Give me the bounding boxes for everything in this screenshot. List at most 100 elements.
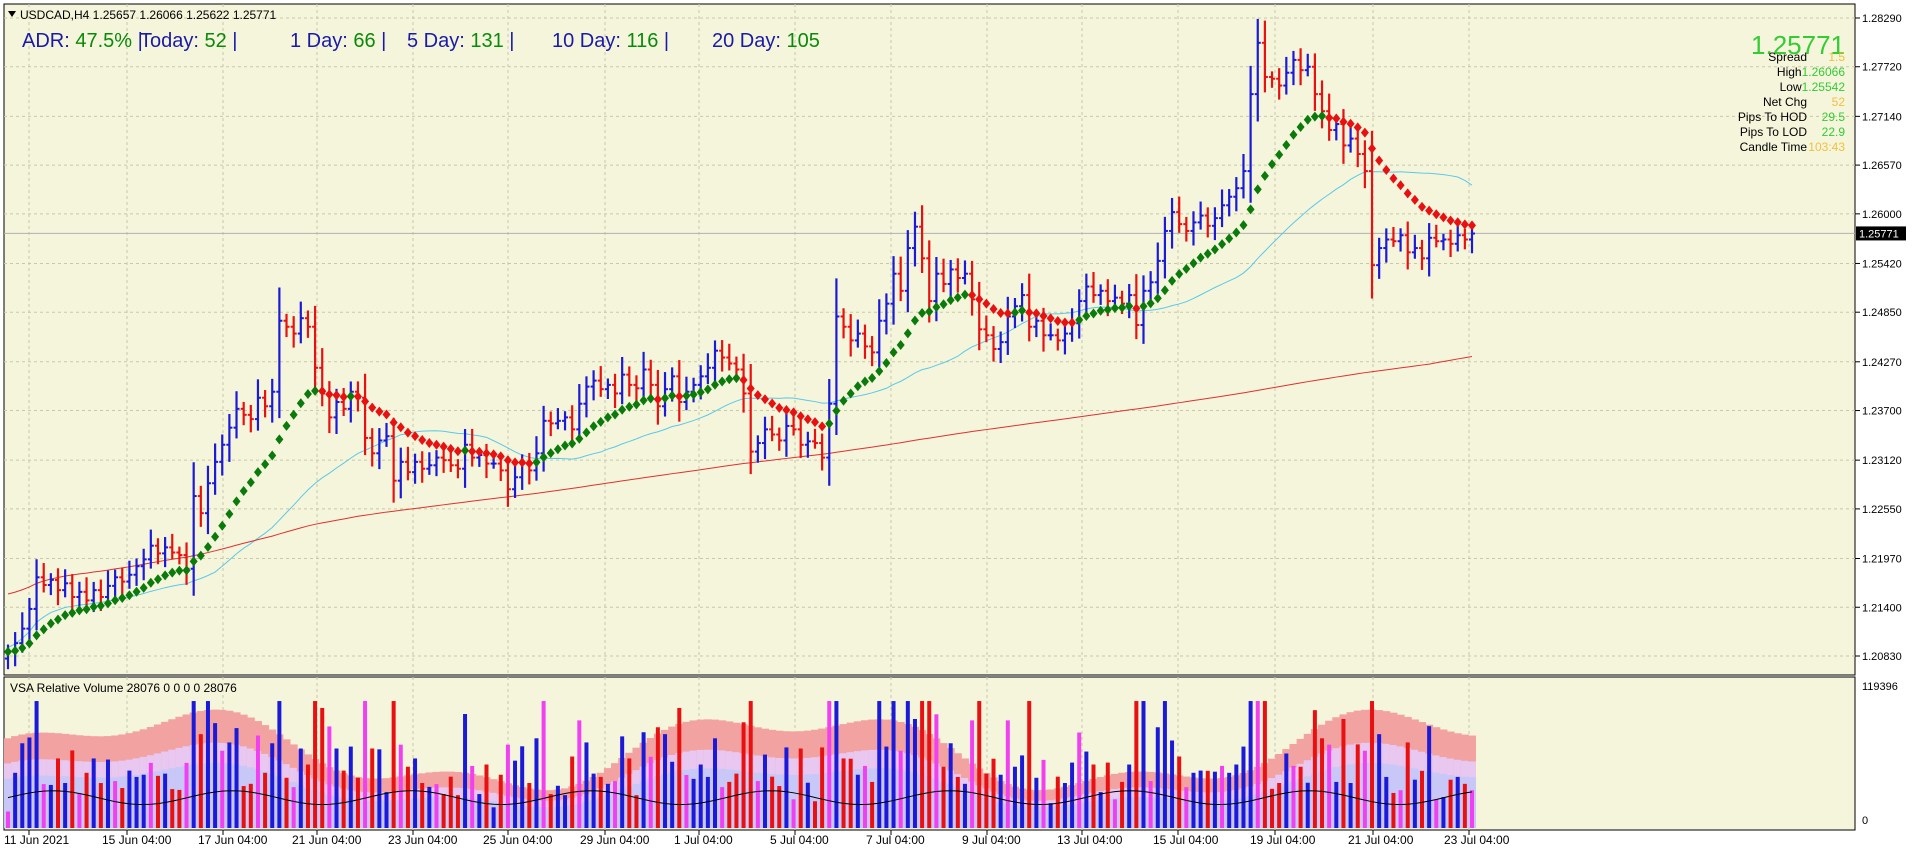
price-bar xyxy=(626,366,633,397)
trend-marker xyxy=(239,485,248,496)
volume-bar xyxy=(870,781,875,828)
volume-bar xyxy=(155,775,160,828)
trend-marker xyxy=(1296,121,1305,132)
trend-marker xyxy=(703,384,712,395)
trend-marker xyxy=(1175,269,1184,280)
volume-bar xyxy=(470,765,475,828)
trend-marker xyxy=(232,496,241,507)
info-row: Pips To LOD 22.9 xyxy=(1740,125,1845,139)
trend-marker xyxy=(975,294,984,305)
volume-bar xyxy=(77,793,82,828)
x-tick-label: 17 Jun 04:00 xyxy=(198,833,268,846)
volume-bar xyxy=(148,762,153,828)
y-tick-label: 1.27720 xyxy=(1862,62,1902,74)
trend-marker xyxy=(1182,263,1191,274)
trend-marker xyxy=(139,582,148,593)
trend-marker xyxy=(632,399,641,410)
volume-bar xyxy=(1298,766,1303,828)
price-bar xyxy=(676,360,683,422)
x-tick-label: 13 Jul 04:00 xyxy=(1057,833,1123,846)
volume-bar xyxy=(6,811,10,828)
price-bar xyxy=(312,305,319,393)
price-bar xyxy=(347,381,354,423)
price-bar xyxy=(1190,211,1197,246)
volume-bar xyxy=(91,758,96,828)
trend-marker xyxy=(989,304,998,315)
info-value: 52 xyxy=(1831,95,1845,109)
x-tick-label: 5 Jul 04:00 xyxy=(770,833,829,846)
trend-marker xyxy=(746,383,755,394)
price-bar xyxy=(811,428,818,449)
volume-bar xyxy=(98,783,103,828)
chart-menu-icon[interactable] xyxy=(8,11,16,17)
adr-separator: | xyxy=(658,30,670,52)
volume-bar xyxy=(1184,787,1189,828)
volume-bar xyxy=(305,764,310,828)
price-bar xyxy=(69,574,76,610)
trend-marker xyxy=(1089,308,1098,319)
trend-marker xyxy=(353,391,362,402)
trend-marker xyxy=(646,393,655,404)
trend-marker xyxy=(332,390,341,401)
trend-marker xyxy=(1032,308,1041,319)
price-bar xyxy=(1404,221,1411,270)
price-bar xyxy=(1383,228,1390,263)
volume-bar xyxy=(384,792,389,828)
volume-bar xyxy=(355,777,360,828)
x-tick-label: 21 Jul 04:00 xyxy=(1348,833,1414,846)
price-bar xyxy=(1183,216,1190,242)
price-bar xyxy=(419,451,426,483)
volume-bar xyxy=(163,773,168,828)
trend-marker xyxy=(846,388,855,399)
price-bar xyxy=(961,260,968,285)
trend-marker xyxy=(1096,305,1105,316)
volume-average-line xyxy=(7,790,1473,806)
trend-marker xyxy=(225,508,234,519)
trend-marker xyxy=(882,358,891,369)
price-bar xyxy=(854,319,861,348)
trend-marker xyxy=(482,448,491,459)
trend-marker xyxy=(1410,194,1419,205)
trend-marker xyxy=(1082,311,1091,322)
price-bar xyxy=(876,299,883,368)
price-bar xyxy=(133,558,140,586)
volume-bar xyxy=(1162,701,1167,828)
volume-bar xyxy=(1427,726,1432,828)
price-bar xyxy=(269,378,276,423)
adr-value: 52 xyxy=(204,30,227,52)
price-bar xyxy=(1161,216,1168,279)
info-row: Spread 1.5 xyxy=(1768,50,1845,64)
trend-marker xyxy=(753,390,762,401)
price-bar xyxy=(433,450,440,477)
trend-marker xyxy=(775,402,784,413)
trend-marker xyxy=(475,446,484,457)
price-bar xyxy=(1283,56,1290,95)
volume-bar xyxy=(441,794,446,828)
volume-bar xyxy=(548,794,553,828)
price-bar xyxy=(1261,20,1268,93)
volume-bar xyxy=(1227,772,1232,828)
volume-bar xyxy=(1305,782,1310,828)
trend-marker xyxy=(203,541,212,552)
volume-bar xyxy=(998,774,1003,828)
volume-bar xyxy=(848,758,853,828)
trend-marker xyxy=(596,416,605,427)
trend-marker xyxy=(368,402,377,413)
adr-separator: | xyxy=(375,30,387,52)
price-bar xyxy=(647,359,654,399)
trend-marker xyxy=(682,390,691,401)
trend-marker xyxy=(4,646,12,657)
trend-marker xyxy=(661,393,670,404)
price-bar xyxy=(383,422,390,447)
price-bar xyxy=(954,258,961,293)
volume-bar xyxy=(670,761,675,828)
volume-bar xyxy=(448,776,453,828)
trend-marker xyxy=(1268,159,1277,170)
volume-bar xyxy=(884,746,889,828)
trend-marker xyxy=(446,443,455,454)
volume-bar xyxy=(834,701,839,828)
trend-marker xyxy=(218,520,227,531)
price-bar xyxy=(883,293,890,335)
volume-bar xyxy=(498,774,503,828)
trend-marker xyxy=(153,574,162,585)
